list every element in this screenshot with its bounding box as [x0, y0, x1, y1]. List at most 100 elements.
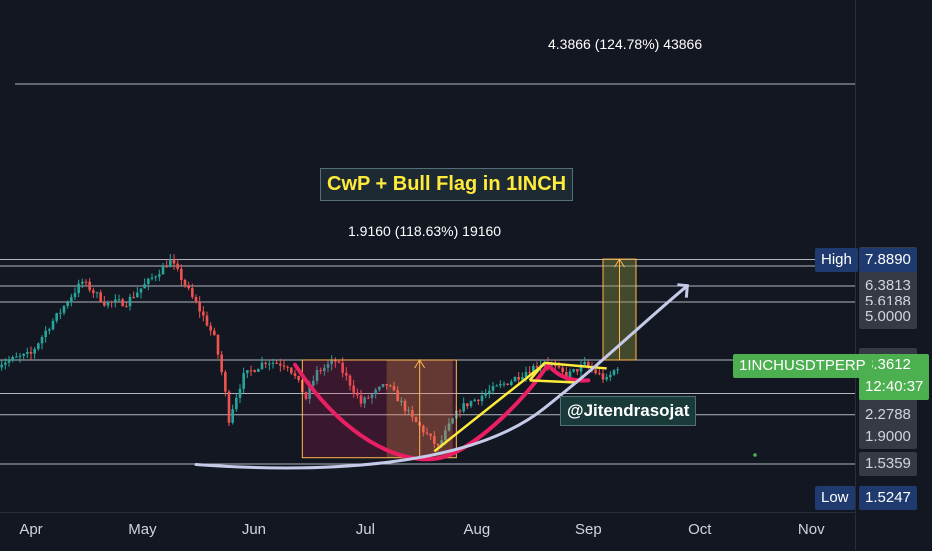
- candle-body: [609, 374, 612, 378]
- bar-countdown: 12:40:37: [865, 378, 924, 396]
- candle-body: [172, 259, 176, 264]
- candle-body: [576, 369, 579, 372]
- candle-body: [579, 364, 583, 372]
- low-price-label: 1.5247: [859, 486, 917, 510]
- candle-body: [99, 292, 102, 302]
- candle-body: [480, 395, 484, 402]
- candle-body: [161, 265, 165, 275]
- candle-body: [271, 362, 275, 364]
- candle-body: [554, 364, 557, 367]
- candle-body: [348, 375, 352, 386]
- candle-body: [220, 354, 223, 373]
- marker-dot: [753, 453, 757, 457]
- candle-body: [231, 409, 234, 423]
- handle-curve: [546, 362, 591, 383]
- flag-upper-line: [544, 361, 607, 370]
- candle-body: [352, 385, 355, 393]
- candle-body: [238, 388, 242, 398]
- candle-body: [176, 263, 179, 269]
- candle-body: [594, 369, 597, 374]
- candle-body: [308, 385, 311, 399]
- candle-body: [194, 297, 198, 303]
- candle-body: [447, 423, 451, 431]
- candle-body: [293, 373, 297, 376]
- candle-body: [7, 360, 11, 363]
- high-tag: High: [815, 247, 858, 272]
- candle-body: [565, 372, 568, 379]
- high-price-label: 7.8890: [859, 247, 917, 272]
- candle-body: [535, 366, 539, 368]
- cup-curve: [293, 362, 550, 462]
- candle-body: [385, 383, 388, 386]
- price-axis[interactable]: 7.89417.49156.38135.61885.00003.53052.70…: [855, 0, 932, 550]
- candle-body: [502, 383, 506, 385]
- candle-body: [114, 299, 117, 302]
- candle-body: [367, 397, 370, 399]
- candle-body: [403, 400, 407, 412]
- candle-body: [319, 370, 322, 372]
- price-chart[interactable]: [0, 0, 855, 512]
- low-tag: Low: [815, 486, 855, 510]
- candle-body: [506, 383, 509, 386]
- candle-body: [323, 367, 326, 372]
- candle-body: [561, 367, 564, 373]
- candle-body: [191, 288, 194, 298]
- candle-body: [374, 389, 377, 395]
- candle-body: [48, 329, 51, 331]
- symbol-tag: 1INCHUSDTPERP: [733, 354, 872, 379]
- candle-body: [136, 292, 139, 298]
- candle-body: [411, 410, 414, 418]
- flagpole-line: [433, 362, 546, 453]
- candle-body: [451, 418, 454, 424]
- last-price-value: 3.3612: [865, 356, 911, 374]
- drawings: [194, 258, 757, 470]
- time-axis[interactable]: Apr May Jun Jul Aug Sep Oct Nov: [0, 512, 855, 551]
- candle-body: [370, 394, 374, 399]
- candle-body: [249, 370, 253, 372]
- candle-body: [587, 361, 590, 367]
- candle-body: [26, 352, 29, 354]
- candle-body: [264, 362, 267, 364]
- candle-body: [260, 362, 264, 369]
- candle-body: [528, 372, 531, 374]
- candle-body: [315, 370, 319, 381]
- candle-body: [517, 377, 520, 380]
- candle-body: [392, 386, 396, 391]
- candle-body: [359, 395, 363, 404]
- candle-body: [11, 356, 14, 361]
- candle-body: [88, 281, 91, 291]
- candle-body: [414, 417, 418, 423]
- candle-body: [444, 430, 447, 441]
- candle-body: [436, 443, 440, 446]
- candle-body: [275, 362, 278, 364]
- price-level-label: 1.5359: [859, 452, 917, 476]
- candle-body: [326, 364, 330, 368]
- candle-body: [616, 369, 619, 371]
- candle-body: [425, 432, 429, 434]
- candle-body: [198, 302, 201, 312]
- candle-body: [51, 320, 55, 330]
- candle-body: [524, 372, 528, 378]
- candle-body: [4, 362, 7, 365]
- candle-body: [312, 380, 315, 386]
- flag-lower-line: [529, 379, 578, 384]
- candle-body: [458, 410, 462, 412]
- candle-body: [227, 391, 231, 423]
- candle-body: [433, 435, 436, 444]
- candle-body: [253, 370, 256, 372]
- candle-body: [612, 370, 616, 375]
- candle-body: [73, 293, 77, 298]
- candle-body: [356, 392, 359, 396]
- candle-body: [202, 311, 205, 316]
- candle-body: [37, 343, 40, 349]
- candle-body: [92, 290, 95, 293]
- candle-body: [521, 377, 524, 380]
- candle-body: [334, 360, 337, 362]
- candle-body: [469, 401, 473, 407]
- candle-body: [495, 385, 498, 387]
- candle-body: [389, 385, 392, 387]
- candle-body: [55, 313, 58, 321]
- month-label: Apr: [19, 521, 43, 538]
- candle-body: [110, 301, 113, 303]
- candle-body: [407, 410, 410, 412]
